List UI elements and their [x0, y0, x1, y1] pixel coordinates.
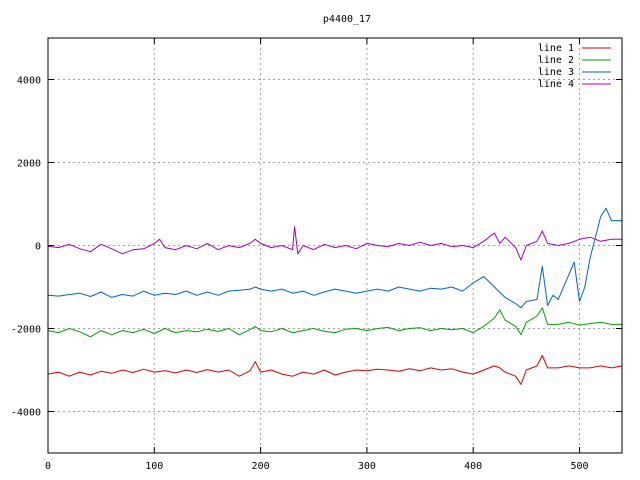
y-tick-label: -2000: [11, 325, 41, 336]
x-tick-label: 400: [464, 461, 482, 472]
y-tick-label: 0: [35, 242, 41, 253]
x-tick-label: 100: [145, 461, 163, 472]
y-tick-label: 2000: [17, 159, 41, 170]
x-tick-label: 200: [252, 461, 270, 472]
series-layer: [47, 207, 623, 385]
x-tick-label: 300: [358, 461, 376, 472]
y-tick-label: -4000: [11, 408, 41, 419]
series-line-1: [47, 355, 623, 385]
y-tick-label: 4000: [17, 76, 41, 87]
legend-label: line 2: [538, 55, 574, 66]
legend-label: line 1: [538, 43, 574, 54]
x-tick-label: 0: [45, 461, 51, 472]
series-line-2: [47, 307, 622, 338]
legend-label: line 3: [538, 67, 574, 78]
x-tick-label: 500: [570, 461, 588, 472]
grid: [48, 38, 622, 453]
chart-title: p4400_17: [323, 14, 371, 25]
legend-label: line 4: [538, 79, 574, 90]
axis-ticks: 0 100 200 300 400 500 -4000 -2000 0 2000 4000: [11, 38, 622, 472]
series-line-4: [47, 226, 622, 261]
series-line-3: [47, 207, 622, 309]
